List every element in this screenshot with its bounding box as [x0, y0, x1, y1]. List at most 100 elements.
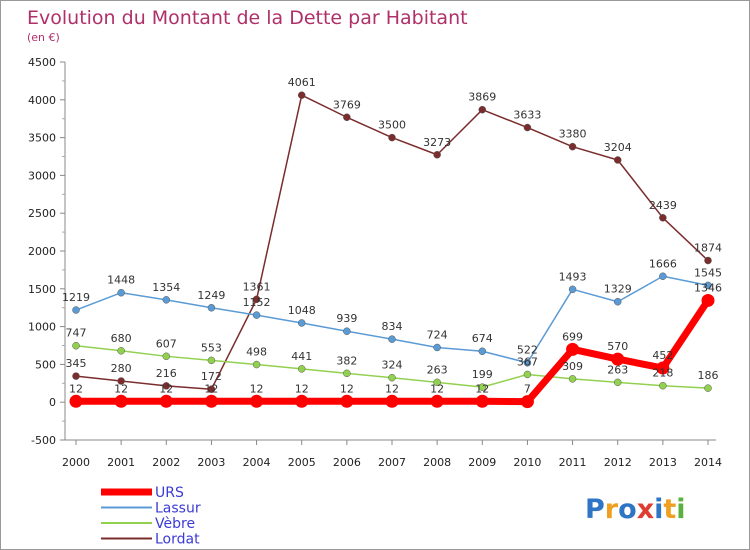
data-point-v-bre: [613, 378, 622, 387]
data-label-lassur: 1493: [559, 270, 587, 283]
data-label-lordat: 3769: [333, 98, 361, 111]
x-tick-label: 2012: [604, 456, 632, 469]
y-tick-label: 2500: [28, 207, 56, 220]
data-point-lordat: [523, 123, 532, 132]
data-label-v-bre: 218: [652, 367, 673, 380]
data-point-lordat: [162, 382, 171, 390]
data-label-urs: 12: [204, 382, 218, 395]
data-label-v-bre: 382: [336, 354, 357, 367]
data-point-v-bre: [117, 347, 125, 355]
x-tick-label: 2014: [694, 456, 722, 469]
axes: -500 0 500 1000 1500 2000 2500 3000 3500 4000 4500…: [28, 56, 722, 469]
legend-label-lordat: Lordat: [155, 532, 200, 548]
x-tick-label: 2002: [152, 456, 180, 469]
data-point-v-bre: [433, 378, 441, 387]
data-point-urs: [250, 394, 264, 408]
data-point-lassur: [252, 311, 261, 319]
data-label-lassur: 939: [336, 312, 357, 325]
logo-letter: o: [618, 494, 637, 525]
y-tick-label: 3500: [28, 132, 56, 145]
data-label-v-bre: 747: [66, 327, 87, 340]
y-tick-label: 2000: [28, 245, 56, 258]
data-labels: 345 280 216 172 1361 4061 3769 3500 3273 3869 3633…: [62, 76, 722, 395]
data-point-lordat: [704, 256, 712, 265]
chart-subtitle: (en €): [27, 31, 60, 44]
x-tick-label: 2001: [107, 456, 135, 469]
data-point-urs: [340, 394, 354, 408]
data-label-v-bre: 263: [607, 363, 628, 376]
data-point-urs: [566, 342, 580, 356]
data-label-urs: 12: [430, 382, 444, 395]
data-label-urs: 12: [475, 382, 489, 395]
data-point-urs: [611, 352, 625, 366]
data-label-v-bre: 441: [291, 350, 312, 363]
data-label-lassur: 1545: [694, 266, 722, 279]
data-label-lordat: 3204: [604, 141, 632, 154]
logo-letter: r: [605, 494, 619, 525]
data-label-urs: 12: [385, 382, 399, 395]
data-label-lordat: 3500: [378, 119, 406, 132]
data-point-urs: [701, 293, 715, 307]
legend-label-urs: URS: [155, 485, 184, 501]
data-label-v-bre: 607: [156, 337, 177, 350]
data-label-urs: 7: [524, 383, 531, 396]
chart-title: Evolution du Montant de la Dette par Hab…: [27, 7, 468, 29]
data-label-urs: 1346: [694, 281, 722, 294]
data-point-lordat: [478, 105, 487, 114]
data-point-lordat: [72, 372, 80, 380]
data-label-lassur: 1249: [197, 289, 225, 302]
data-label-urs: 570: [607, 340, 628, 353]
data-label-urs: 12: [295, 382, 309, 395]
y-tick-label: 1500: [28, 283, 56, 296]
logo-letter: t: [663, 494, 676, 525]
data-label-urs: 12: [159, 382, 173, 395]
y-tick-label: 0: [49, 396, 56, 409]
data-label-v-bre: 263: [427, 363, 448, 376]
data-point-v-bre: [478, 383, 487, 391]
x-tick-label: 2003: [197, 456, 225, 469]
data-point-lassur: [613, 297, 622, 306]
x-tick-label: 2007: [378, 456, 406, 469]
data-point-urs: [656, 361, 670, 375]
proxiti-logo: Proxiti: [585, 494, 686, 525]
series-lassur: [72, 272, 712, 367]
data-point-v-bre: [704, 384, 712, 392]
data-point-lordat: [117, 377, 125, 385]
data-point-v-bre: [659, 381, 667, 390]
data-label-urs: 12: [340, 382, 354, 395]
data-point-v-bre: [252, 360, 261, 369]
data-point-lassur: [388, 335, 396, 343]
data-label-v-bre: 324: [382, 359, 403, 372]
data-point-lordat: [613, 156, 622, 164]
data-point-v-bre: [388, 373, 396, 382]
x-tick-label: 2010: [513, 456, 541, 469]
data-point-urs: [159, 394, 173, 408]
data-label-lordat: 345: [66, 357, 87, 370]
data-point-urs: [520, 395, 534, 409]
data-label-lordat: 1874: [694, 242, 722, 255]
data-label-lordat: 4061: [288, 76, 316, 89]
data-label-v-bre: 199: [472, 368, 493, 381]
logo-letter: i: [676, 494, 685, 525]
y-tick-label: 500: [35, 358, 56, 371]
data-point-urs: [385, 394, 399, 408]
data-point-lordat: [343, 113, 351, 122]
data-label-lassur: 1448: [107, 274, 135, 287]
data-label-v-bre: 367: [517, 355, 538, 368]
data-label-v-bre: 498: [246, 346, 267, 359]
data-point-urs: [475, 394, 489, 408]
data-point-lordat: [207, 385, 216, 393]
data-point-v-bre: [207, 356, 216, 365]
series-urs: [69, 293, 715, 409]
data-point-lassur: [162, 296, 171, 304]
data-label-lordat: 3869: [468, 91, 496, 104]
data-point-lordat: [297, 91, 306, 99]
x-tick-label: 2008: [423, 456, 451, 469]
x-tick-label: 2006: [333, 456, 361, 469]
logo-letter: i: [654, 494, 663, 525]
logo-letter: P: [585, 494, 605, 525]
y-tick-label: 3000: [28, 169, 56, 182]
data-point-lassur: [704, 281, 712, 290]
